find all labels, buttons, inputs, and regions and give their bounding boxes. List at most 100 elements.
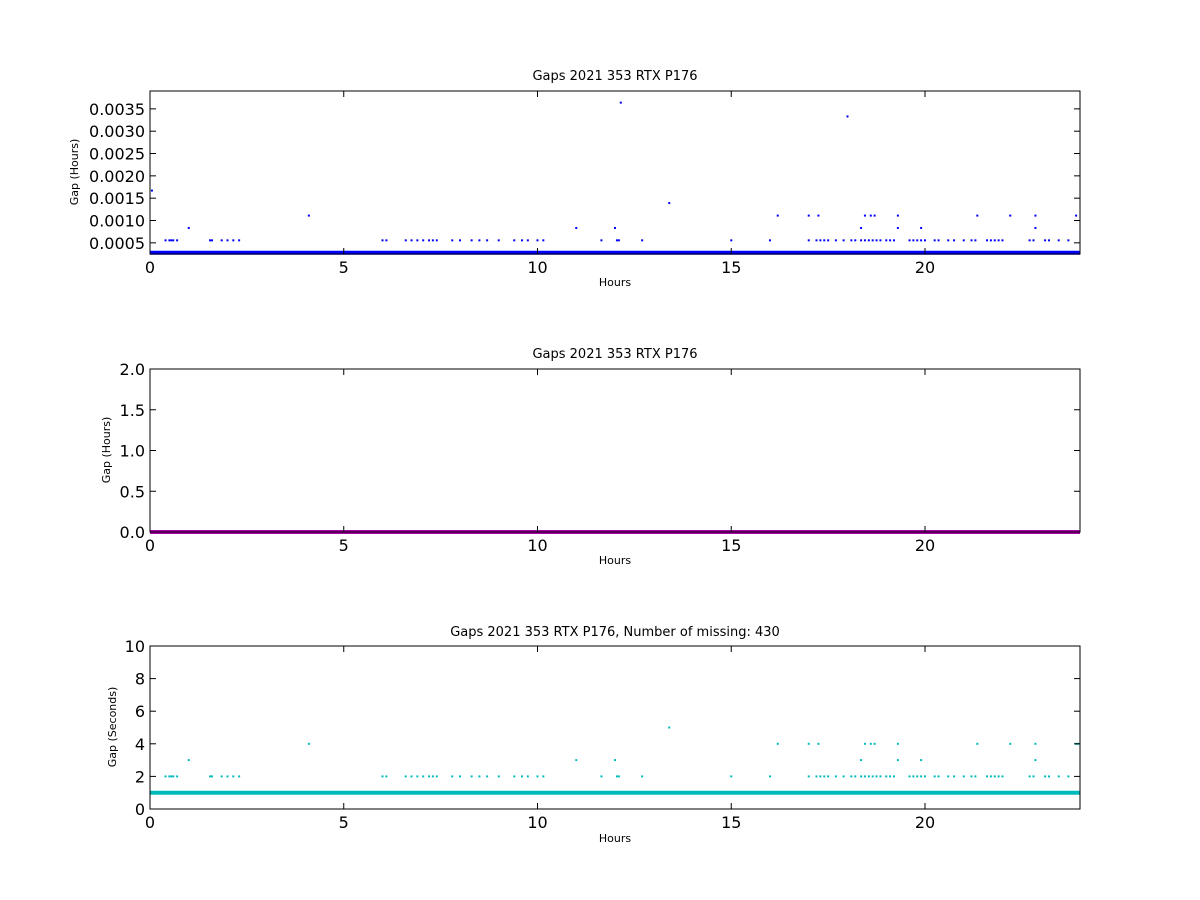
panel-3-point-66 — [893, 775, 895, 778]
panel-2-xtick-label-4: 20 — [915, 536, 935, 555]
panel-1-point-35 — [600, 239, 603, 242]
panel-1: Gaps 2021 353 RTX P176 0 5 10 15 20 0.0005 0.0… — [68, 69, 1081, 289]
panel-1-point-94 — [1034, 214, 1037, 217]
panel-3-xtick-label-4: 20 — [915, 813, 935, 832]
panel-1-point-89 — [997, 239, 1000, 242]
panel-3-point-60 — [871, 775, 874, 778]
panel-1-point-91 — [1009, 214, 1012, 217]
panel-3-ytick-label-3: 6 — [135, 702, 145, 721]
panel-3-xtick-label-0: 0 — [145, 813, 155, 832]
panel-3-point-77 — [947, 775, 950, 778]
panel-3-marks — [150, 726, 1080, 795]
panel-3-point-27 — [497, 775, 500, 778]
panel-3-ytick-label-2: 4 — [135, 735, 145, 754]
panel-1-point-14 — [381, 239, 384, 242]
panel-1-point-72 — [908, 239, 911, 242]
panel-3-point-11 — [238, 775, 241, 778]
panel-3-point-17 — [416, 775, 419, 778]
panel-1-point-53 — [842, 239, 845, 242]
panel-3-point-91 — [1034, 742, 1037, 745]
panel-1-frame — [149, 90, 1081, 255]
panel-1-point-12 — [238, 239, 241, 242]
panel-1-point-10 — [226, 239, 229, 242]
panel-3-point-19 — [428, 775, 430, 778]
panel-3-point-71 — [916, 775, 919, 778]
panel-1-point-41 — [668, 202, 671, 205]
panel-1-point-46 — [807, 214, 810, 217]
panel-3-frame — [149, 645, 1081, 810]
panel-3-point-84 — [989, 775, 992, 778]
panel-3-point-3 — [172, 775, 175, 778]
panel-3-point-55 — [860, 759, 863, 762]
panel-1-point-74 — [916, 239, 919, 242]
panel-3-point-29 — [521, 775, 523, 778]
panel-3-point-52 — [850, 775, 853, 778]
panel-1-point-42 — [730, 239, 733, 242]
panel-3-point-57 — [863, 742, 866, 745]
panel-3-point-87 — [1001, 775, 1004, 778]
panel-3-ytick-label-0: 0 — [135, 800, 145, 819]
panel-1-point-11 — [232, 239, 235, 242]
panel-3-title: Gaps 2021 353 RTX P176, Number of missin… — [450, 625, 780, 640]
panel-1-point-25 — [470, 239, 473, 242]
panel-1-point-16 — [404, 239, 407, 242]
panel-3-point-12 — [307, 742, 310, 745]
panel-3-point-79 — [962, 775, 965, 778]
panel-1-point-4 — [172, 239, 175, 242]
panel-1-point-58 — [860, 226, 863, 229]
panel-1-point-44 — [776, 214, 779, 217]
panel-3-point-76 — [937, 775, 940, 778]
panel-1-point-93 — [1032, 239, 1035, 242]
panel-2-xtick-label-1: 5 — [339, 536, 349, 555]
panel-3-point-74 — [924, 775, 926, 778]
panel-3-point-8 — [220, 775, 223, 778]
panel-3-point-34 — [600, 775, 603, 778]
panel-3-point-63 — [879, 775, 882, 778]
panel-1-ytick-label-1: 0.0010 — [89, 212, 145, 231]
panel-3-point-53 — [854, 775, 857, 778]
panel-1-point-8 — [211, 239, 213, 242]
panel-1-point-83 — [970, 239, 973, 242]
panel-1-point-0 — [150, 189, 153, 192]
panel-3-point-6 — [209, 775, 212, 778]
panel-3-point-22 — [451, 775, 454, 778]
panel-1-point-26 — [478, 239, 481, 242]
panel-3-point-81 — [974, 775, 977, 778]
panel-3-point-67 — [896, 759, 899, 762]
panel-1-point-66 — [879, 239, 882, 242]
panel-3-point-49 — [827, 775, 830, 778]
panel-1-point-71 — [896, 214, 899, 217]
panel-3: Gaps 2021 353 RTX P176, Number of missin… — [106, 625, 1081, 845]
panel-1-point-79 — [937, 239, 940, 242]
panel-1-point-100 — [1075, 214, 1078, 217]
panel-3-point-56 — [863, 775, 866, 778]
panel-1-point-80 — [947, 239, 950, 242]
panel-3-point-39 — [668, 726, 671, 729]
panel-1-point-7 — [209, 239, 212, 242]
panel-1-point-37 — [615, 239, 618, 242]
panel-3-point-38 — [641, 775, 644, 778]
panel-3-point-24 — [470, 775, 473, 778]
panel-1-point-23 — [451, 239, 454, 242]
panel-2-ytick-label-3: 1.5 — [120, 401, 145, 420]
panel-1-point-9 — [220, 239, 223, 242]
panel-3-point-4 — [176, 775, 179, 778]
panel-1-point-84 — [974, 239, 977, 242]
panel-1-point-18 — [416, 239, 419, 242]
panel-1-point-56 — [854, 239, 857, 242]
panel-1-point-77 — [924, 239, 926, 242]
panel-1-point-24 — [459, 239, 461, 242]
panel-3-ytick-label-5: 10 — [125, 637, 145, 656]
panel-3-point-33 — [575, 759, 578, 762]
panel-1-point-21 — [431, 239, 434, 242]
panel-3-point-68 — [896, 742, 899, 745]
panel-3-point-30 — [526, 775, 529, 778]
panel-1-point-64 — [873, 214, 876, 217]
panel-3-point-78 — [953, 775, 956, 778]
panel-1-point-95 — [1034, 226, 1037, 229]
panel-3-point-93 — [1044, 775, 1047, 778]
panel-3-point-20 — [431, 775, 434, 778]
panel-2-ytick-label-4: 2.0 — [120, 360, 145, 379]
panel-3-point-70 — [912, 775, 915, 778]
panel-3-point-94 — [1048, 775, 1050, 778]
